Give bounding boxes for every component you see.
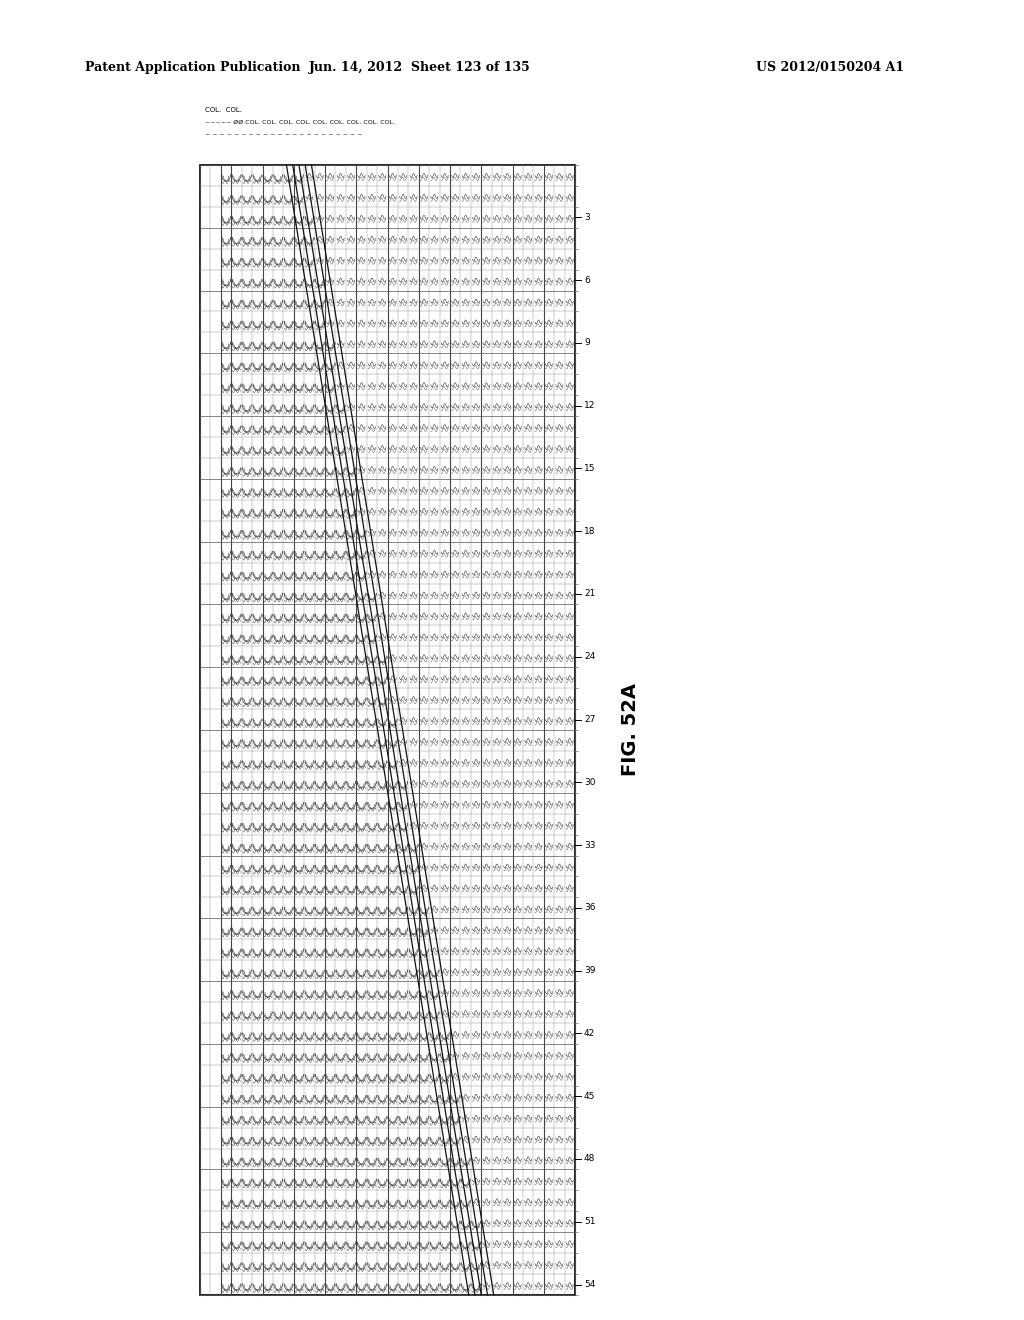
Text: 3: 3 bbox=[584, 213, 590, 222]
Text: 24: 24 bbox=[584, 652, 595, 661]
Text: 33: 33 bbox=[584, 841, 596, 850]
Text: Jun. 14, 2012  Sheet 123 of 135: Jun. 14, 2012 Sheet 123 of 135 bbox=[309, 62, 530, 74]
Text: ~ ~ ~ ~ ~ ~ ~ ~ ~ ~ ~ ~ ~ ~ ~ ~ ~ ~ ~ ~ ~ ~: ~ ~ ~ ~ ~ ~ ~ ~ ~ ~ ~ ~ ~ ~ ~ ~ ~ ~ ~ ~ … bbox=[205, 132, 362, 137]
Text: COL.  COL.: COL. COL. bbox=[205, 107, 242, 114]
Text: 27: 27 bbox=[584, 715, 595, 725]
Text: ~~~~~ ØØ COL. COL. COL. COL. COL. COL. COL. COL. COL.: ~~~~~ ØØ COL. COL. COL. COL. COL. COL. C… bbox=[205, 120, 395, 125]
Text: 9: 9 bbox=[584, 338, 590, 347]
Text: 30: 30 bbox=[584, 777, 596, 787]
Text: 54: 54 bbox=[584, 1280, 595, 1290]
Text: US 2012/0150204 A1: US 2012/0150204 A1 bbox=[756, 62, 904, 74]
Bar bbox=[200, 165, 575, 1295]
Text: 21: 21 bbox=[584, 590, 595, 598]
Text: 48: 48 bbox=[584, 1155, 595, 1163]
Text: 15: 15 bbox=[584, 463, 596, 473]
Text: 18: 18 bbox=[584, 527, 596, 536]
Text: 51: 51 bbox=[584, 1217, 596, 1226]
Text: 12: 12 bbox=[584, 401, 595, 411]
Text: 6: 6 bbox=[584, 276, 590, 285]
Text: 45: 45 bbox=[584, 1092, 595, 1101]
Text: Patent Application Publication: Patent Application Publication bbox=[85, 62, 300, 74]
Text: 42: 42 bbox=[584, 1028, 595, 1038]
Text: 39: 39 bbox=[584, 966, 596, 975]
Text: FIG. 52A: FIG. 52A bbox=[621, 684, 640, 776]
Text: 36: 36 bbox=[584, 903, 596, 912]
